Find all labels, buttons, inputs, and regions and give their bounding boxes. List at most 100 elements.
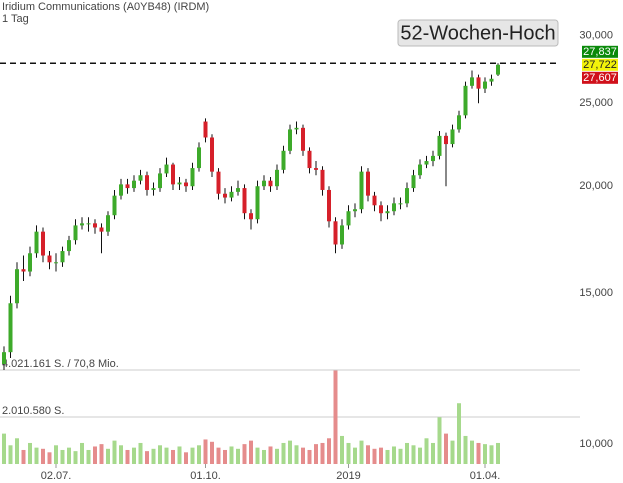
volume-bar	[184, 452, 188, 464]
annotation-box	[397, 19, 559, 47]
y-tick-label: 20,000	[579, 180, 613, 192]
volume-bar	[73, 451, 78, 464]
volume-bar	[333, 370, 338, 464]
volume-bar	[99, 444, 104, 464]
candle-body	[15, 269, 19, 304]
candle-body	[229, 191, 234, 198]
candle-body	[314, 168, 318, 170]
candle-body	[216, 171, 221, 194]
candle-body	[255, 186, 260, 220]
volume-bar	[301, 447, 305, 464]
candle-body	[476, 77, 481, 89]
x-tick-label: 01.10.	[190, 470, 221, 482]
candle-body	[177, 182, 182, 185]
volume-bar	[106, 448, 110, 464]
volume-bar	[346, 442, 351, 464]
candle-body	[203, 121, 208, 138]
candle-body	[398, 203, 403, 205]
volume-bar	[411, 445, 416, 464]
volume-bar	[476, 442, 481, 464]
candle-body	[210, 137, 214, 172]
price-tag-label: 27,722	[583, 59, 617, 71]
volume-bar	[320, 442, 325, 464]
volume-bar	[41, 448, 45, 464]
candle-body	[112, 195, 117, 216]
candle-body	[242, 188, 247, 214]
candle-body	[99, 227, 104, 232]
volume-bar	[353, 447, 357, 464]
candle-body	[366, 171, 370, 196]
candle-body	[164, 164, 169, 174]
candle-body	[457, 115, 461, 130]
candle-body	[262, 180, 266, 187]
volume-bar	[437, 417, 442, 464]
candle-body	[470, 77, 474, 86]
candle-body	[197, 147, 201, 169]
volume-bar	[457, 403, 461, 464]
y-tick-label: 25,000	[579, 97, 613, 109]
candle-body	[236, 188, 240, 192]
volume-bar	[138, 442, 143, 464]
volume-bar	[288, 440, 292, 464]
volume-bar	[34, 447, 39, 464]
y-tick-label: 30,000	[579, 29, 613, 41]
candle-body	[21, 269, 26, 272]
candle-body	[34, 231, 39, 254]
chart-title: Iridium Communications (A0YB48) (IRDM)	[2, 1, 209, 13]
candle-body	[483, 81, 487, 89]
volume-tick-label: 2.010.580 S.	[2, 405, 64, 417]
candle-body	[184, 182, 188, 187]
candle-body	[125, 184, 130, 189]
x-tick-label: 01.04.	[470, 470, 501, 482]
candle-body	[489, 78, 494, 82]
volume-bar	[242, 444, 247, 464]
volume-bar	[249, 440, 253, 464]
candle-body	[281, 150, 286, 170]
volume-bar	[151, 448, 156, 464]
candle-body	[54, 262, 58, 264]
candle-body	[379, 205, 383, 214]
candle-body	[450, 129, 455, 145]
y-tick-label: 10,000	[579, 438, 613, 450]
volume-bar	[47, 452, 52, 464]
price-tag	[582, 58, 618, 71]
candle-body	[372, 195, 377, 206]
candle-body	[28, 253, 32, 272]
candle-body	[346, 211, 351, 226]
x-tick-label: 2019	[336, 470, 360, 482]
candle-body	[353, 209, 357, 212]
candle-body	[431, 155, 435, 162]
candle-body	[2, 352, 6, 364]
volume-bar	[262, 449, 266, 464]
volume-bar	[281, 442, 286, 464]
candle-body	[327, 189, 331, 222]
volume-bar	[450, 440, 455, 464]
volume-bar	[86, 449, 91, 464]
candle-body	[424, 161, 429, 165]
volume-bar	[314, 444, 318, 464]
candle-body	[158, 173, 162, 189]
volume-bar	[145, 451, 149, 464]
volume-bar	[483, 444, 487, 464]
volume-bar	[418, 447, 422, 464]
chart-subtitle: 1 Tag	[2, 13, 29, 25]
volume-bar	[210, 441, 214, 464]
volume-bar	[21, 449, 26, 464]
volume-bar	[392, 446, 396, 464]
volume-bar	[15, 438, 19, 464]
candle-body	[80, 223, 84, 226]
volume-bar	[164, 447, 169, 464]
candle-body	[275, 169, 279, 187]
y-tick-label: 15,000	[579, 287, 613, 299]
candle-body	[294, 127, 299, 130]
candle-body	[411, 175, 416, 189]
volume-bar	[80, 442, 84, 464]
volume-bar	[268, 446, 273, 464]
volume-bar	[275, 448, 279, 464]
candle-body	[171, 164, 175, 185]
volume-bar	[229, 446, 234, 464]
volume-bar	[177, 446, 182, 464]
volume-bar	[294, 445, 299, 464]
volume-bar	[60, 449, 65, 464]
